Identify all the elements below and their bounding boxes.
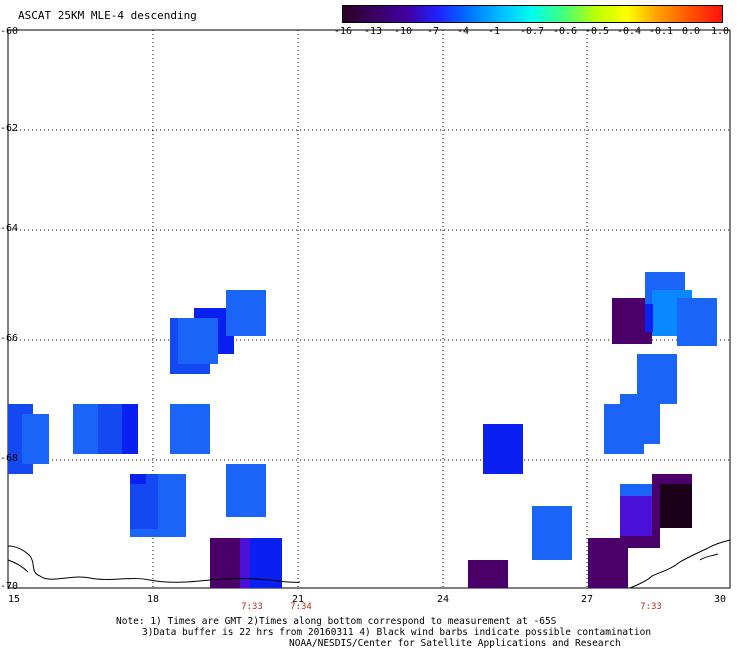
wind-cell bbox=[226, 464, 266, 517]
colorbar-label: -10 bbox=[393, 26, 413, 37]
wind-cell bbox=[226, 290, 266, 336]
lon-label: 21 bbox=[291, 594, 305, 605]
lat-label: -60 bbox=[0, 26, 19, 37]
wind-cell bbox=[468, 560, 508, 588]
color-scale-bar bbox=[342, 5, 723, 23]
wind-cell bbox=[532, 506, 572, 560]
wind-cell bbox=[677, 298, 717, 346]
wind-cell bbox=[122, 404, 138, 454]
lat-label: -66 bbox=[0, 333, 19, 344]
wind-cell bbox=[178, 318, 218, 364]
lat-label: -68 bbox=[0, 453, 19, 464]
lon-label: 27 bbox=[580, 594, 594, 605]
note-line: 3)Data buffer is 22 hrs from 20160311 4)… bbox=[142, 627, 652, 638]
note-line: Note: 1) Times are GMT 2)Times along bot… bbox=[116, 616, 557, 627]
colorbar-label: -0.1 bbox=[648, 26, 674, 37]
colorbar-label: -13 bbox=[363, 26, 383, 37]
note-line: NOAA/NESDIS/Center for Satellite Applica… bbox=[289, 638, 621, 649]
wind-cell bbox=[22, 414, 49, 464]
lon-label: 24 bbox=[436, 594, 450, 605]
colorbar-label: -16 bbox=[333, 26, 353, 37]
colorbar-label: -7 bbox=[426, 26, 440, 37]
colorbar-label: -0.4 bbox=[616, 26, 642, 37]
wind-cell bbox=[637, 354, 677, 404]
colorbar-label: 0.0 bbox=[681, 26, 701, 37]
time-label: 7:33 bbox=[640, 602, 662, 612]
colorbar-label: -0.7 bbox=[519, 26, 545, 37]
colorbar-label: -0.5 bbox=[584, 26, 610, 37]
grid-lines bbox=[8, 30, 730, 588]
lat-label: -64 bbox=[0, 223, 19, 234]
wind-cell bbox=[645, 304, 653, 332]
wind-cell bbox=[130, 474, 146, 484]
lon-label: 18 bbox=[146, 594, 160, 605]
map-frame bbox=[7, 29, 731, 589]
colorbar-label: 1.0 bbox=[710, 26, 730, 37]
wind-cell bbox=[483, 424, 523, 474]
map-title: ASCAT 25KM MLE-4 descending bbox=[18, 9, 197, 22]
wind-cell bbox=[620, 484, 652, 496]
wind-cells bbox=[8, 272, 717, 588]
colorbar-label: -0.6 bbox=[552, 26, 578, 37]
wind-cell bbox=[652, 474, 692, 486]
wind-cell bbox=[660, 484, 692, 528]
coastline bbox=[7, 539, 731, 589]
lon-label: 15 bbox=[8, 594, 21, 605]
time-label: 7:34 bbox=[290, 602, 312, 612]
lon-label: 30 bbox=[713, 594, 726, 605]
wind-cell bbox=[240, 538, 250, 588]
lat-label: -62 bbox=[0, 123, 19, 134]
lat-label: -70 bbox=[0, 581, 19, 592]
time-label: 7:33 bbox=[241, 602, 263, 612]
colorbar-label: -4 bbox=[456, 26, 470, 37]
colorbar-label: -1 bbox=[487, 26, 501, 37]
wind-cell bbox=[170, 404, 210, 454]
